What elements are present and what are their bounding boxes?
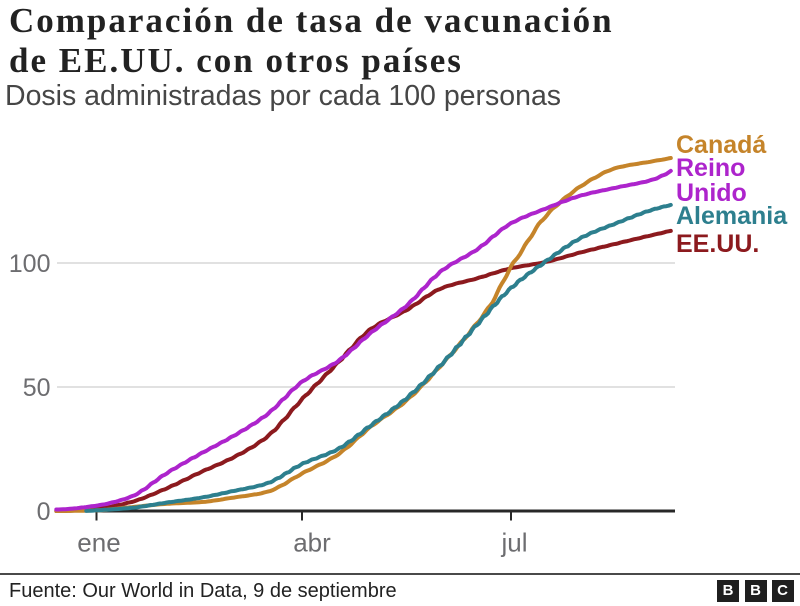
svg-text:abr: abr [293,528,331,558]
svg-text:100: 100 [9,250,51,278]
svg-text:ene: ene [77,528,120,558]
svg-text:50: 50 [23,374,51,402]
svg-text:0: 0 [37,498,51,526]
svg-text:jul: jul [500,528,527,558]
